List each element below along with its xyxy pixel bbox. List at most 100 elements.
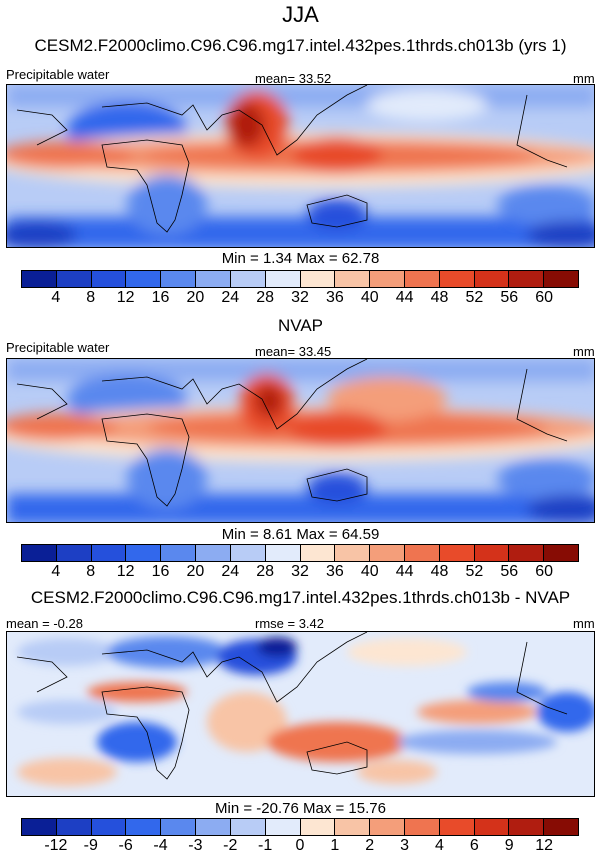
colorbar-segment — [439, 819, 475, 835]
colorbar-segment — [370, 545, 405, 561]
colorbar-tick-label: -9 — [83, 837, 98, 854]
colorbar-tick-label: 1 — [330, 837, 340, 854]
colorbar-segment — [56, 271, 92, 287]
colorbar-segment — [126, 545, 162, 561]
colorbar-segment — [265, 545, 301, 561]
panel1-colorbar — [21, 270, 579, 288]
colorbar-segment — [544, 545, 578, 561]
panel3-units: mm — [573, 616, 595, 631]
colorbar-segment — [91, 819, 127, 835]
colorbar-segment — [265, 819, 301, 835]
colorbar-tick-label: 36 — [325, 289, 344, 306]
colorbar-tick-label: 48 — [430, 563, 449, 580]
panel1-ticks: 4 8 12 16 20 24 28 32 36 40 44 48 52 56 60 — [21, 289, 579, 309]
colorbar-segment — [474, 819, 510, 835]
colorbar-segment — [404, 271, 440, 287]
colorbar-segment — [335, 545, 371, 561]
colorbar-segment — [161, 271, 197, 287]
colorbar-segment — [56, 545, 92, 561]
colorbar-tick-label: 12 — [116, 289, 135, 306]
colorbar-segment — [300, 545, 336, 561]
panel1-title: CESM2.F2000climo.C96.C96.mg17.intel.432p… — [34, 36, 567, 55]
panel3-colorbar — [21, 818, 579, 836]
panel1-mean: mean= 33.52 — [255, 71, 332, 86]
colorbar-segment — [544, 819, 578, 835]
panel2-mean: mean= 33.45 — [255, 344, 332, 359]
colorbar-tick-label: 60 — [535, 563, 554, 580]
colorbar-tick-label: 60 — [535, 289, 554, 306]
colorbar-segment — [230, 819, 266, 835]
colorbar-tick-label: 12 — [116, 563, 135, 580]
panel3-map — [6, 631, 595, 797]
colorbar-segment — [126, 819, 162, 835]
colorbar-tick-label: 4 — [51, 563, 61, 580]
colorbar-segment — [91, 545, 127, 561]
colorbar-tick-label: 32 — [291, 289, 309, 306]
colorbar-tick-label: 40 — [360, 563, 379, 580]
colorbar-tick-label: 44 — [395, 289, 414, 306]
colorbar-tick-label: 28 — [256, 563, 275, 580]
colorbar-segment — [300, 819, 336, 835]
colorbar-tick-label: 8 — [86, 563, 96, 580]
panel1-map — [6, 84, 595, 248]
colorbar-tick-label: 56 — [500, 289, 519, 306]
colorbar-segment — [265, 271, 301, 287]
colorbar-tick-label: 40 — [360, 289, 379, 306]
colorbar-tick-label: 16 — [151, 289, 170, 306]
panel2-title: NVAP — [277, 316, 324, 335]
colorbar-segment — [474, 271, 510, 287]
colorbar-tick-label: 56 — [500, 563, 519, 580]
colorbar-segment — [196, 819, 231, 835]
colorbar-segment — [370, 271, 405, 287]
colorbar-segment — [404, 545, 440, 561]
colorbar-segment — [196, 271, 231, 287]
colorbar-tick-label: 44 — [395, 563, 414, 580]
colorbar-segment — [161, 819, 197, 835]
panel3-mean: mean = -0.28 — [6, 616, 83, 631]
colorbar-segment — [509, 545, 545, 561]
colorbar-tick-label: 52 — [465, 289, 484, 306]
colorbar-tick-label: 52 — [465, 563, 484, 580]
colorbar-segment — [126, 271, 162, 287]
colorbar-segment — [439, 545, 475, 561]
colorbar-tick-label: -12 — [44, 837, 68, 854]
colorbar-tick-label: 2 — [365, 837, 375, 854]
panel1-units: mm — [573, 71, 595, 86]
colorbar-tick-label: 3 — [400, 837, 410, 854]
panel2-ticks: 4 8 12 16 20 24 28 32 36 40 44 48 52 56 60 — [21, 563, 579, 583]
colorbar-segment — [91, 271, 127, 287]
colorbar-segment — [300, 271, 336, 287]
colorbar-tick-label: 48 — [430, 289, 449, 306]
colorbar-tick-label: -6 — [118, 837, 133, 854]
colorbar-tick-label: 8 — [86, 289, 96, 306]
panel3-minmax: Min = -20.76 Max = 15.76 — [215, 800, 386, 817]
colorbar-segment — [544, 271, 578, 287]
panel2-colorbar — [21, 544, 579, 562]
colorbar-tick-label: 12 — [535, 837, 554, 854]
colorbar-segment — [509, 271, 545, 287]
colorbar-segment — [22, 819, 57, 835]
colorbar-tick-label: -4 — [153, 837, 168, 854]
colorbar-segment — [22, 271, 57, 287]
colorbar-tick-label: -1 — [258, 837, 273, 854]
colorbar-tick-label: -3 — [188, 837, 203, 854]
colorbar-tick-label: 16 — [151, 563, 170, 580]
colorbar-segment — [474, 545, 510, 561]
panel3-ticks: -12 -9 -6 -4 -3 -2 -1 0 1 2 3 4 6 9 12 — [21, 837, 579, 857]
colorbar-segment — [370, 819, 405, 835]
colorbar-tick-label: 32 — [291, 563, 309, 580]
colorbar-segment — [56, 819, 92, 835]
panel1-left-label: Precipitable water — [6, 67, 110, 82]
colorbar-tick-label: 20 — [186, 289, 205, 306]
panel3-title: CESM2.F2000climo.C96.C96.mg17.intel.432p… — [30, 588, 571, 607]
colorbar-tick-label: 20 — [186, 563, 205, 580]
colorbar-segment — [230, 271, 266, 287]
colorbar-tick-label: 24 — [221, 563, 240, 580]
colorbar-tick-label: 36 — [325, 563, 344, 580]
colorbar-segment — [439, 271, 475, 287]
panel1-minmax: Min = 1.34 Max = 62.78 — [221, 250, 380, 267]
colorbar-segment — [335, 271, 371, 287]
colorbar-segment — [161, 545, 197, 561]
panel2-minmax: Min = 8.61 Max = 64.59 — [221, 526, 380, 543]
colorbar-segment — [230, 545, 266, 561]
